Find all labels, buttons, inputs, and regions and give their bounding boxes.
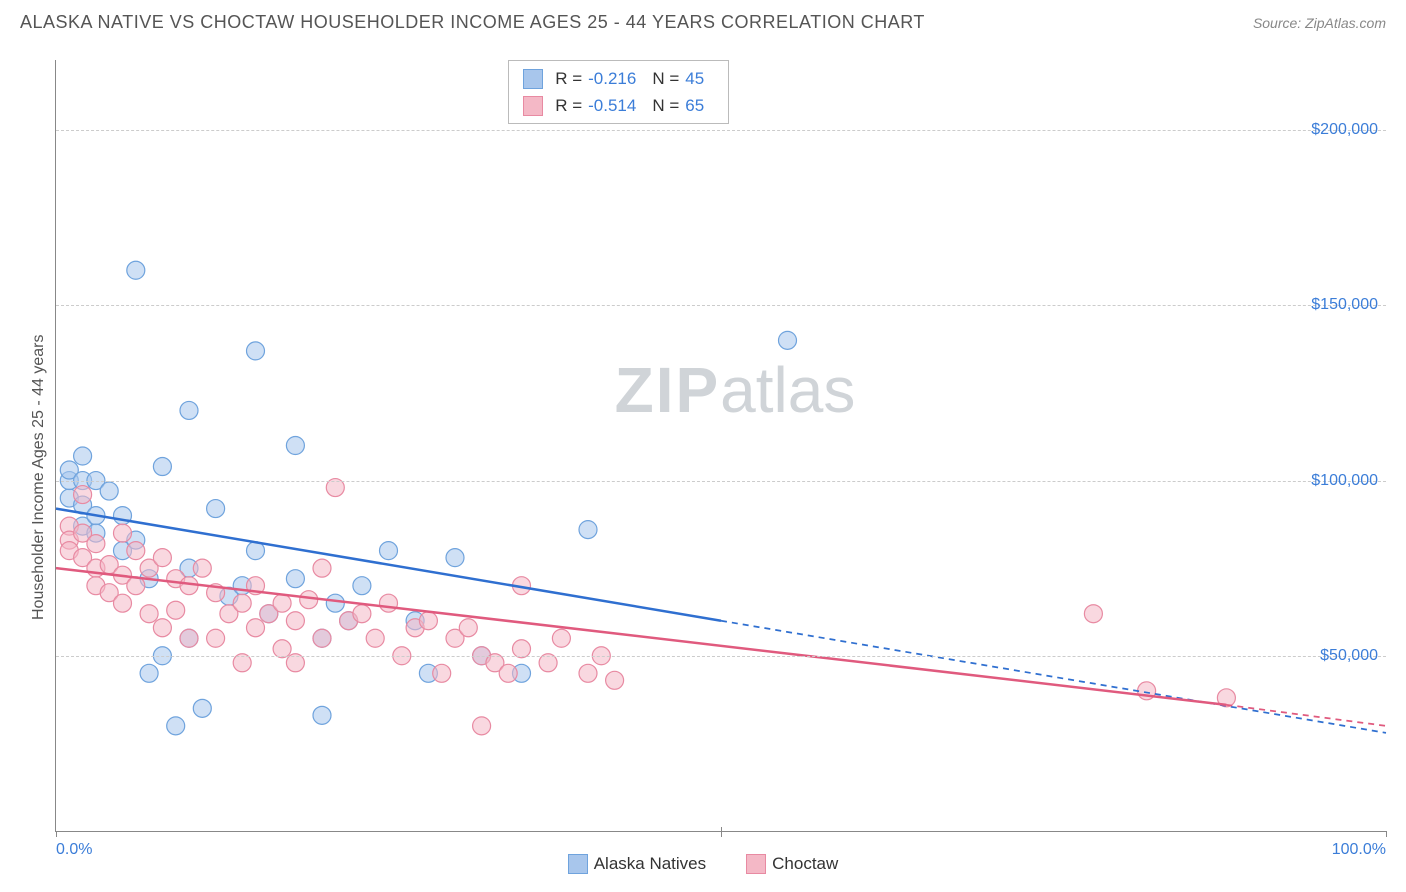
legend-item-alaska: Alaska Natives (568, 854, 706, 874)
data-point (180, 401, 198, 419)
data-point (140, 664, 158, 682)
data-point (153, 619, 171, 637)
data-point (207, 500, 225, 518)
data-point (193, 699, 211, 717)
y-axis-label: Householder Income Ages 25 - 44 years (30, 335, 48, 621)
data-point (579, 664, 597, 682)
regression-line (56, 568, 1226, 705)
data-point (140, 605, 158, 623)
data-point (193, 559, 211, 577)
legend-swatch-alaska (568, 854, 588, 874)
data-point (247, 619, 265, 637)
swatch-choctaw (523, 96, 543, 116)
series-legend: Alaska Natives Choctaw (0, 854, 1406, 874)
data-point (74, 447, 92, 465)
data-point (366, 629, 384, 647)
data-point (114, 594, 132, 612)
data-point (1084, 605, 1102, 623)
data-point (446, 549, 464, 567)
data-point (419, 612, 437, 630)
correlation-stats-box: R = -0.216 N = 45 R = -0.514 N = 65 (508, 60, 729, 124)
source-label: Source: ZipAtlas.com (1253, 15, 1386, 31)
regression-line-ext (1226, 705, 1386, 726)
data-point (153, 458, 171, 476)
data-point (286, 612, 304, 630)
swatch-alaska (523, 69, 543, 89)
data-point (326, 594, 344, 612)
grid-line (56, 130, 1386, 131)
x-tick (721, 827, 722, 837)
data-point (300, 591, 318, 609)
data-point (127, 261, 145, 279)
data-point (153, 549, 171, 567)
y-tick-label: $200,000 (1311, 121, 1378, 139)
data-point (207, 629, 225, 647)
data-point (353, 577, 371, 595)
data-point (380, 594, 398, 612)
data-point (180, 629, 198, 647)
data-point (167, 717, 185, 735)
grid-line (56, 305, 1386, 306)
data-point (286, 437, 304, 455)
data-point (100, 482, 118, 500)
data-point (779, 331, 797, 349)
y-tick-label: $50,000 (1320, 647, 1378, 665)
data-point (313, 706, 331, 724)
data-point (579, 521, 597, 539)
regression-line-ext (721, 621, 1386, 733)
data-point (247, 342, 265, 360)
data-point (233, 594, 251, 612)
data-point (433, 664, 451, 682)
data-point (87, 535, 105, 553)
legend-item-choctaw: Choctaw (746, 854, 838, 874)
title-bar: ALASKA NATIVE VS CHOCTAW HOUSEHOLDER INC… (0, 0, 1406, 41)
data-point (74, 486, 92, 504)
y-tick-label: $100,000 (1311, 472, 1378, 490)
data-point (606, 671, 624, 689)
grid-line (56, 481, 1386, 482)
data-point (380, 542, 398, 560)
scatter-svg (56, 60, 1386, 831)
data-point (353, 605, 371, 623)
x-tick (56, 831, 57, 837)
data-point (286, 570, 304, 588)
data-point (167, 601, 185, 619)
data-point (313, 629, 331, 647)
grid-line (56, 656, 1386, 657)
chart-plot-area: ZIPatlas R = -0.216 N = 45 R = -0.514 N … (55, 60, 1386, 832)
data-point (499, 664, 517, 682)
stats-row-alaska: R = -0.216 N = 45 (523, 65, 714, 92)
y-tick-label: $150,000 (1311, 296, 1378, 314)
stats-row-choctaw: R = -0.514 N = 65 (523, 92, 714, 119)
data-point (127, 542, 145, 560)
data-point (273, 594, 291, 612)
data-point (114, 524, 132, 542)
x-tick (1386, 831, 1387, 837)
legend-swatch-choctaw (746, 854, 766, 874)
chart-title: ALASKA NATIVE VS CHOCTAW HOUSEHOLDER INC… (20, 12, 925, 33)
data-point (459, 619, 477, 637)
data-point (473, 717, 491, 735)
data-point (313, 559, 331, 577)
data-point (552, 629, 570, 647)
